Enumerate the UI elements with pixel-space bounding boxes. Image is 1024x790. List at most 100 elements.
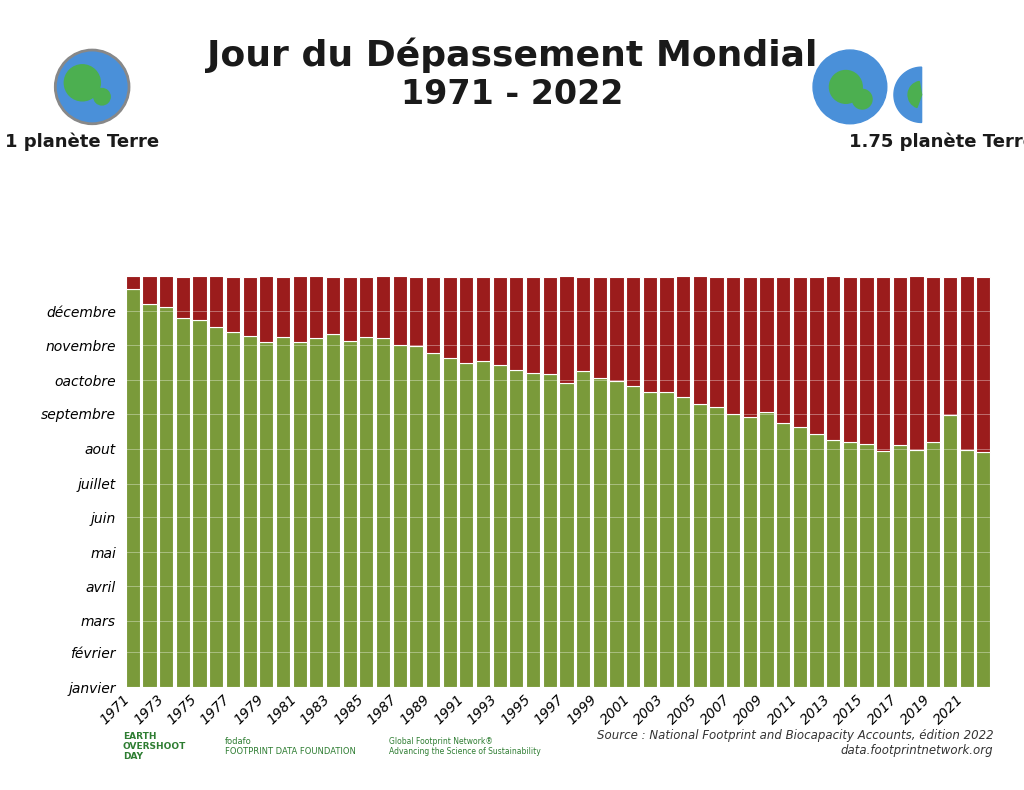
Bar bbox=[643, 276, 656, 393]
Bar bbox=[142, 276, 157, 303]
Bar bbox=[275, 276, 290, 337]
Bar bbox=[259, 342, 273, 687]
Bar bbox=[243, 337, 257, 687]
Bar bbox=[877, 276, 890, 451]
Circle shape bbox=[65, 65, 100, 101]
Text: fodafo
FOOTPRINT DATA FOUNDATION: fodafo FOOTPRINT DATA FOUNDATION bbox=[225, 737, 356, 756]
Bar bbox=[426, 353, 440, 687]
Bar bbox=[776, 276, 791, 423]
Bar bbox=[593, 276, 607, 378]
Bar bbox=[243, 276, 257, 337]
Bar bbox=[959, 276, 974, 450]
Bar bbox=[376, 338, 390, 687]
Text: 1971 - 2022: 1971 - 2022 bbox=[400, 78, 624, 111]
Bar bbox=[826, 440, 841, 687]
Bar bbox=[742, 276, 757, 417]
Bar bbox=[843, 276, 857, 442]
Wedge shape bbox=[908, 81, 922, 107]
Bar bbox=[843, 442, 857, 687]
Bar bbox=[176, 318, 190, 687]
Bar bbox=[692, 404, 707, 687]
Bar bbox=[893, 446, 907, 687]
Bar bbox=[410, 276, 424, 346]
Bar bbox=[509, 276, 523, 370]
Bar bbox=[943, 415, 957, 687]
Bar bbox=[543, 374, 557, 687]
Bar bbox=[293, 342, 307, 687]
Bar bbox=[359, 276, 374, 337]
Bar bbox=[609, 381, 624, 687]
Bar bbox=[659, 276, 674, 393]
Bar bbox=[176, 276, 190, 318]
Bar bbox=[526, 276, 540, 374]
Bar bbox=[726, 414, 740, 687]
Bar bbox=[577, 371, 590, 687]
Bar bbox=[710, 407, 724, 687]
Bar bbox=[426, 276, 440, 353]
Circle shape bbox=[94, 88, 111, 105]
Text: Jour du Dépassement Mondial: Jour du Dépassement Mondial bbox=[207, 38, 817, 73]
Circle shape bbox=[55, 50, 129, 124]
Bar bbox=[359, 337, 374, 687]
Bar bbox=[676, 276, 690, 397]
Bar bbox=[577, 276, 590, 371]
Bar bbox=[142, 303, 157, 687]
Bar bbox=[859, 276, 873, 444]
Bar bbox=[559, 383, 573, 687]
Bar bbox=[476, 276, 490, 361]
Bar bbox=[926, 442, 940, 687]
Bar bbox=[943, 276, 957, 415]
Circle shape bbox=[852, 89, 872, 109]
Bar bbox=[976, 276, 990, 452]
Circle shape bbox=[829, 70, 862, 103]
Bar bbox=[442, 358, 457, 687]
Bar bbox=[493, 366, 507, 687]
Bar bbox=[410, 346, 424, 687]
Bar bbox=[159, 276, 173, 307]
Bar bbox=[209, 327, 223, 687]
Bar bbox=[326, 334, 340, 687]
Bar bbox=[559, 276, 573, 383]
Bar bbox=[159, 307, 173, 687]
Bar bbox=[793, 276, 807, 427]
Bar bbox=[543, 276, 557, 374]
Bar bbox=[609, 276, 624, 381]
Bar bbox=[209, 276, 223, 327]
Bar bbox=[460, 363, 473, 687]
Bar bbox=[392, 276, 407, 345]
Polygon shape bbox=[894, 67, 922, 122]
Bar bbox=[626, 386, 640, 687]
Bar bbox=[760, 412, 773, 687]
Bar bbox=[893, 276, 907, 446]
Bar bbox=[726, 276, 740, 414]
Bar bbox=[959, 450, 974, 687]
Text: 1 planète Terre: 1 planète Terre bbox=[5, 133, 159, 152]
Bar bbox=[460, 276, 473, 363]
Bar bbox=[877, 451, 890, 687]
Bar bbox=[226, 276, 240, 332]
Text: Global Footprint Network®
Advancing the Science of Sustainability: Global Footprint Network® Advancing the … bbox=[389, 737, 541, 756]
Bar bbox=[392, 345, 407, 687]
Bar bbox=[809, 434, 823, 687]
Bar bbox=[760, 276, 773, 412]
Bar bbox=[526, 374, 540, 687]
Bar bbox=[626, 276, 640, 386]
Bar bbox=[826, 276, 841, 440]
Bar bbox=[275, 337, 290, 687]
Bar bbox=[643, 393, 656, 687]
Bar bbox=[309, 276, 324, 338]
Bar bbox=[259, 276, 273, 342]
Text: Source : National Footprint and Biocapacity Accounts, édition 2022
data.footprin: Source : National Footprint and Biocapac… bbox=[597, 728, 993, 757]
Bar bbox=[326, 276, 340, 334]
Bar bbox=[226, 332, 240, 687]
Bar bbox=[776, 423, 791, 687]
Bar bbox=[793, 427, 807, 687]
Bar bbox=[926, 276, 940, 442]
Bar bbox=[593, 378, 607, 687]
Bar bbox=[659, 393, 674, 687]
Bar bbox=[509, 370, 523, 687]
Text: EARTH
OVERSHOOT
DAY: EARTH OVERSHOOT DAY bbox=[123, 732, 186, 762]
Bar bbox=[742, 417, 757, 687]
Bar bbox=[376, 276, 390, 338]
Bar bbox=[193, 321, 207, 687]
